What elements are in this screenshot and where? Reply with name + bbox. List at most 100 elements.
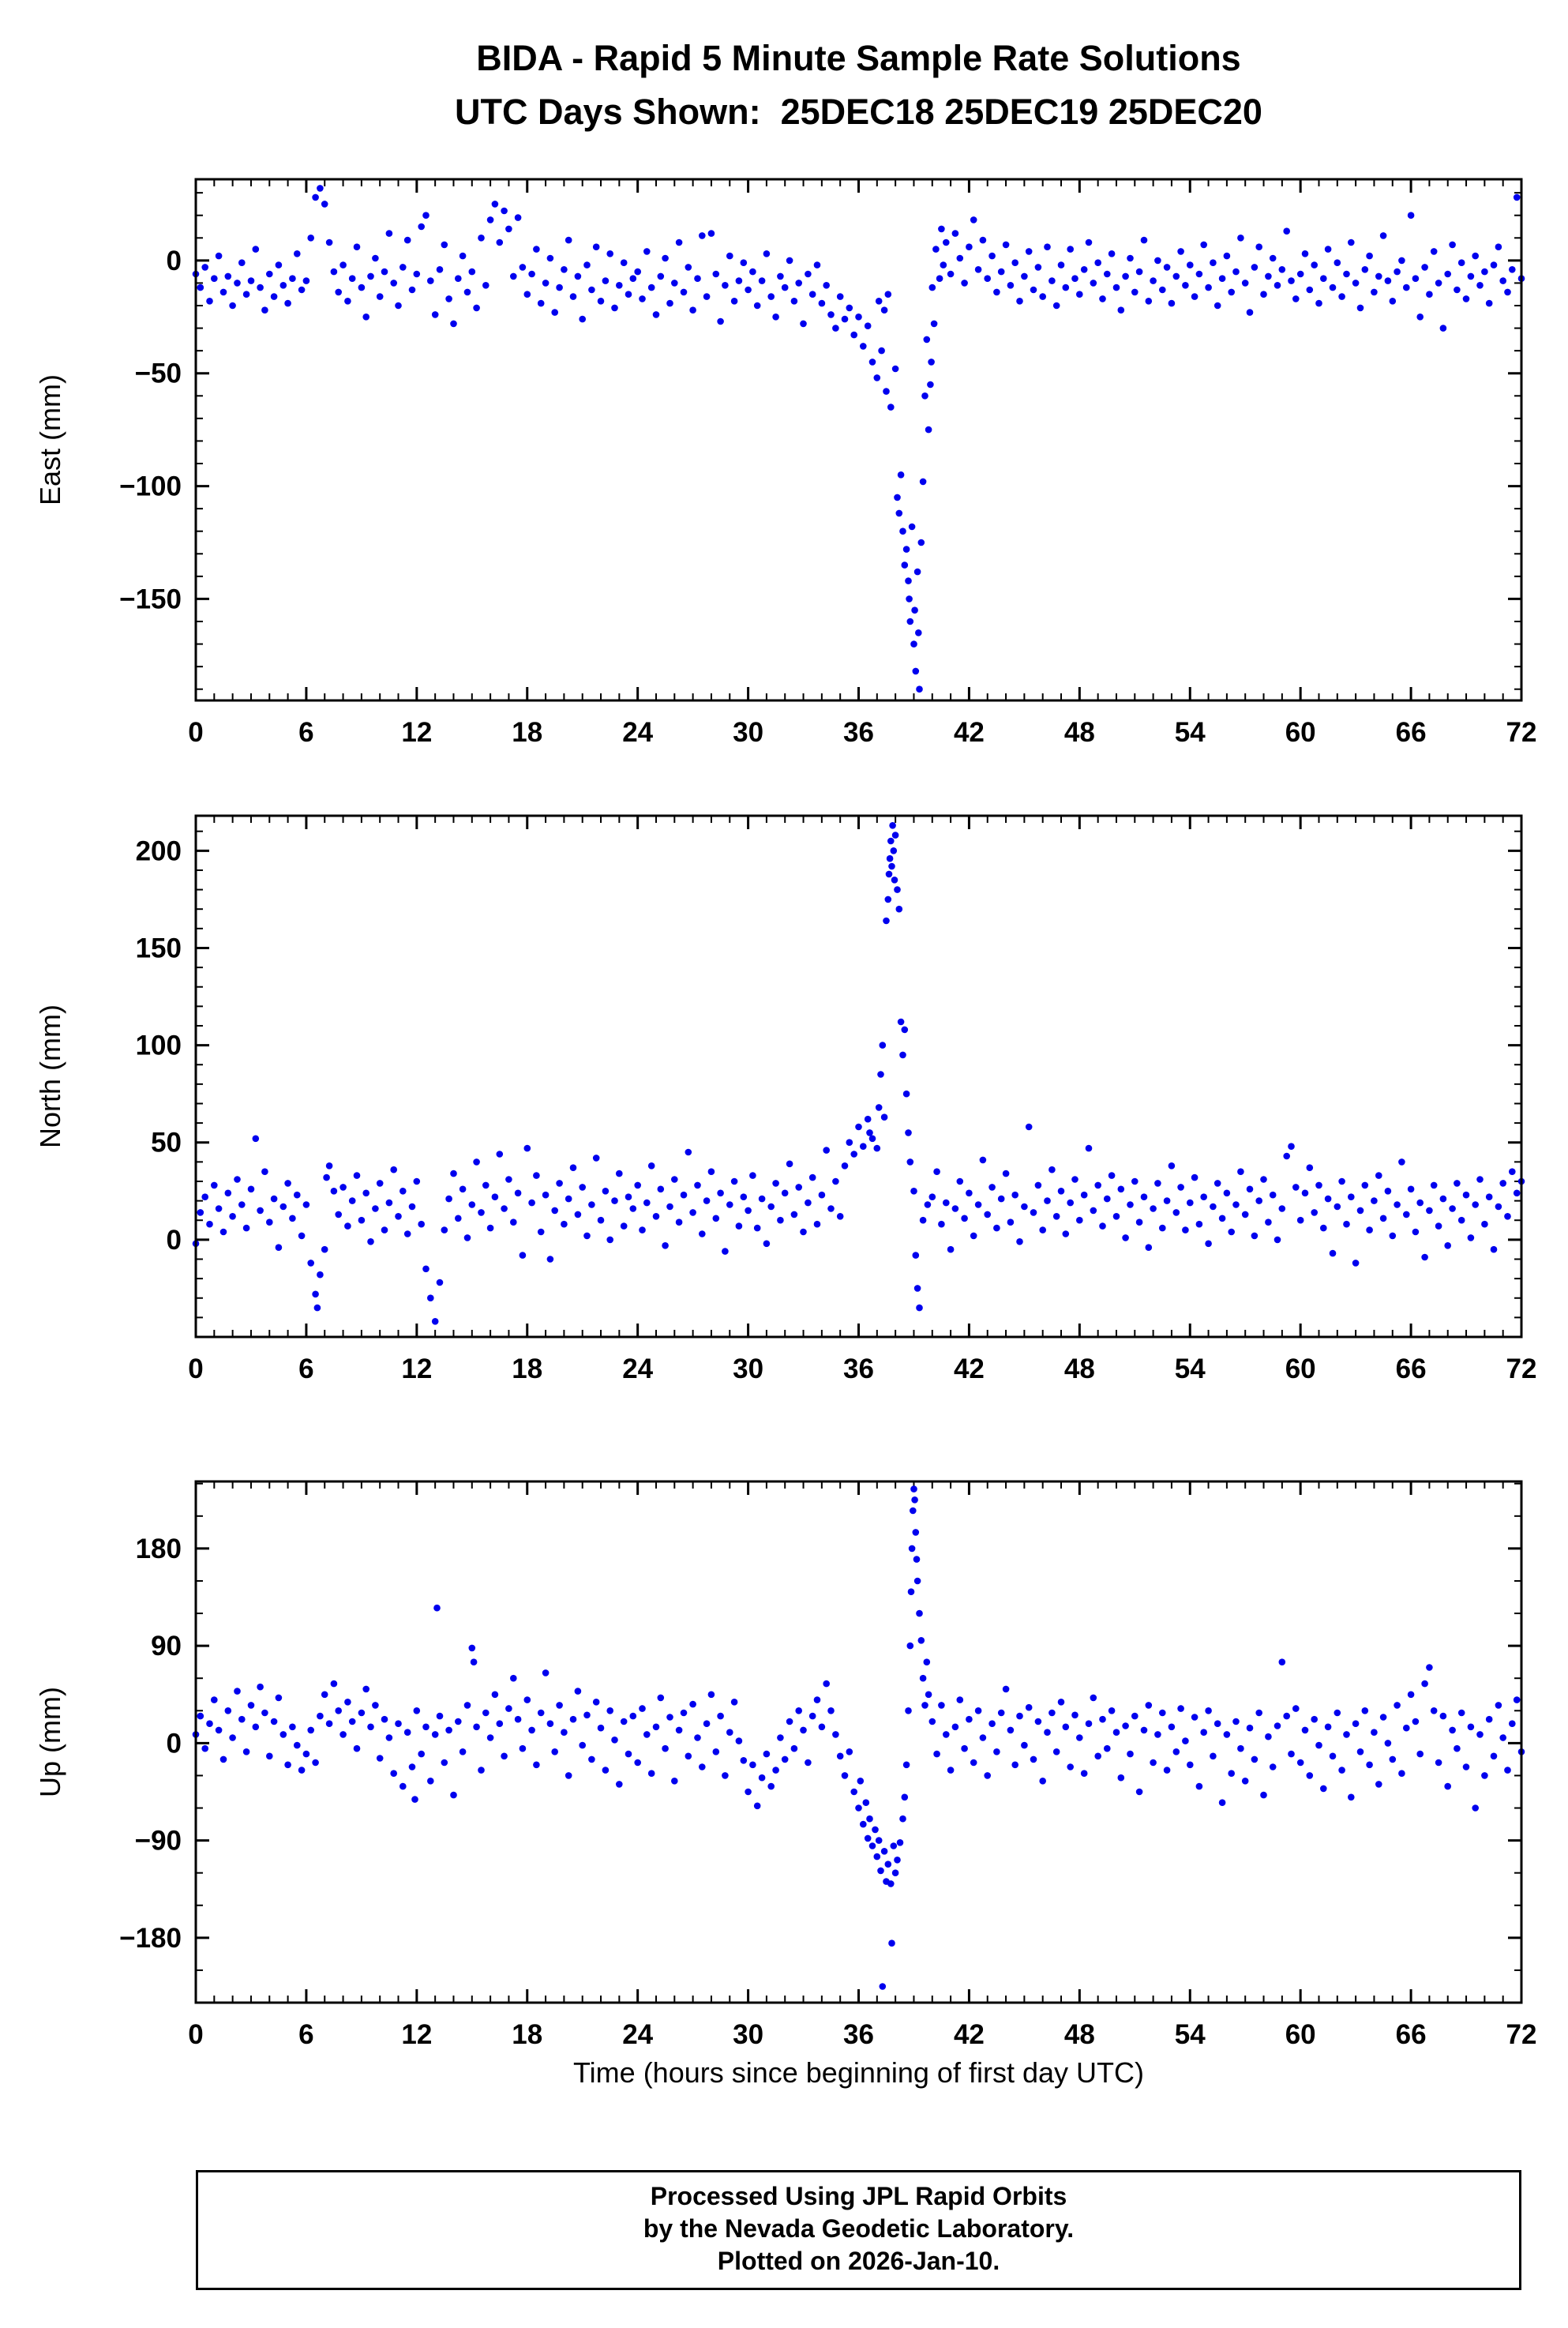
data-point	[726, 252, 733, 260]
data-point	[984, 1772, 991, 1779]
data-point	[758, 277, 766, 284]
data-point	[473, 1158, 480, 1166]
data-point	[224, 1707, 232, 1714]
data-point	[418, 1220, 425, 1228]
data-point	[1191, 293, 1199, 300]
data-point	[887, 404, 895, 411]
data-point	[436, 1279, 444, 1286]
data-point	[885, 870, 893, 878]
data-point	[1099, 1222, 1106, 1230]
data-point	[988, 252, 996, 260]
data-point	[597, 1216, 605, 1224]
data-point	[1490, 1245, 1498, 1253]
data-point	[473, 304, 480, 312]
data-point	[823, 1147, 830, 1154]
data-point	[717, 317, 724, 325]
data-point	[841, 315, 849, 323]
data-point	[501, 1205, 508, 1212]
data-point	[1205, 283, 1212, 291]
data-point	[1379, 1714, 1387, 1721]
data-point	[284, 1761, 291, 1769]
data-point	[1085, 1720, 1093, 1727]
y-tick-label: 0	[167, 246, 182, 276]
data-point	[841, 1772, 849, 1779]
data-point	[1403, 283, 1410, 291]
data-point	[1269, 1763, 1277, 1770]
data-point	[1016, 298, 1023, 305]
data-point	[215, 1205, 223, 1212]
data-point	[675, 1218, 683, 1226]
data-point	[1490, 1752, 1498, 1760]
data-point	[510, 272, 517, 280]
data-point	[1177, 1184, 1184, 1191]
data-point	[1348, 238, 1355, 246]
data-point	[890, 847, 898, 854]
data-point	[730, 1699, 738, 1706]
data-point	[961, 1215, 968, 1222]
data-point	[823, 1680, 830, 1688]
data-point	[1163, 1767, 1171, 1774]
data-point	[1278, 1658, 1286, 1665]
data-point	[317, 185, 324, 192]
data-point	[919, 1674, 927, 1682]
data-point	[433, 1604, 441, 1612]
data-point	[916, 685, 923, 693]
data-point	[279, 1731, 287, 1738]
data-point	[523, 291, 531, 298]
data-point	[1080, 1191, 1088, 1199]
data-point	[1237, 235, 1244, 242]
data-point	[1320, 1785, 1327, 1793]
data-point	[1127, 1750, 1134, 1758]
data-point	[872, 1826, 879, 1834]
data-point	[956, 254, 964, 262]
data-point	[634, 1181, 641, 1189]
data-point	[491, 201, 499, 208]
data-point	[823, 282, 830, 289]
data-point	[455, 1215, 462, 1222]
data-point	[1021, 1203, 1028, 1211]
data-point	[1052, 1748, 1060, 1755]
data-point	[229, 1213, 236, 1220]
data-point	[740, 1193, 748, 1200]
data-point	[1292, 1184, 1300, 1191]
data-point	[565, 236, 572, 244]
data-point	[1495, 243, 1502, 250]
data-point	[284, 1180, 291, 1187]
data-point	[868, 1842, 876, 1849]
data-point	[298, 1232, 306, 1240]
data-point	[1329, 1249, 1337, 1257]
x-tick-label: 24	[622, 1354, 653, 1384]
data-point	[1296, 1216, 1304, 1224]
data-point	[546, 1256, 554, 1263]
data-point	[873, 374, 881, 381]
data-point	[786, 1160, 793, 1168]
data-point	[905, 577, 912, 584]
data-point	[602, 277, 610, 284]
data-point	[325, 1720, 333, 1727]
data-point	[699, 1763, 706, 1770]
data-point	[463, 1702, 471, 1709]
data-point	[680, 1709, 688, 1717]
data-point	[1361, 1181, 1369, 1189]
x-tick-label: 30	[733, 1354, 763, 1384]
data-point	[1292, 295, 1300, 302]
footer-line-2: by the Nevada Geodetic Laboratory.	[643, 2214, 1075, 2243]
data-point	[836, 1752, 844, 1760]
data-point	[880, 1848, 888, 1855]
data-point	[1467, 1723, 1475, 1731]
plot-frame	[194, 178, 1523, 702]
data-point	[1205, 1707, 1212, 1714]
data-point	[1499, 1734, 1506, 1741]
data-point	[979, 1156, 987, 1164]
data-point	[899, 1051, 906, 1059]
data-point	[450, 1170, 457, 1177]
data-point	[1260, 291, 1267, 298]
x-tick-label: 66	[1396, 1354, 1427, 1384]
data-point	[556, 1702, 563, 1709]
data-point	[647, 283, 655, 291]
data-point	[974, 1707, 982, 1714]
data-point	[441, 1759, 448, 1767]
data-point	[348, 1718, 356, 1725]
data-point	[908, 1545, 916, 1553]
x-tick-label: 6	[298, 717, 313, 748]
